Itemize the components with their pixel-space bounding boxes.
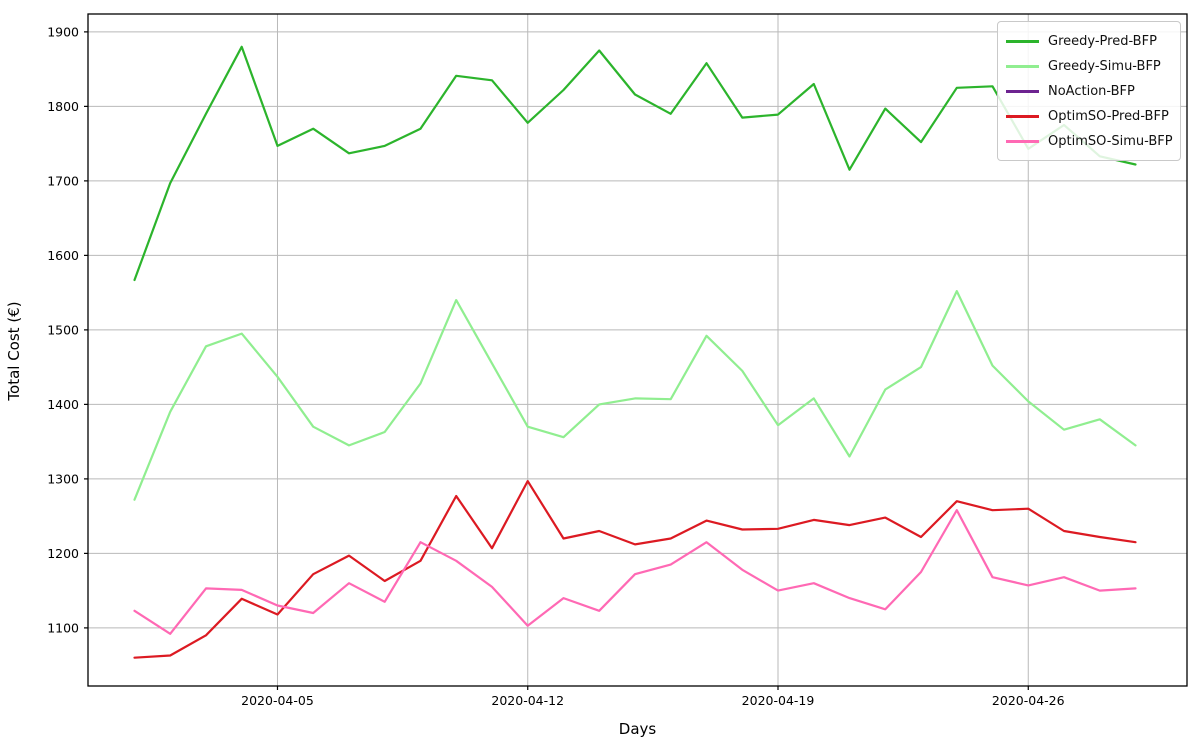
legend-swatch-icon xyxy=(1006,140,1039,143)
x-tick-label: 2020-04-12 xyxy=(491,693,564,708)
y-tick-label: 1700 xyxy=(47,173,79,188)
y-axis-label: Total Cost (€) xyxy=(5,301,23,401)
legend-swatch-icon xyxy=(1006,115,1039,118)
legend-item-optimso-simu-bfp: OptimSO-Simu-BFP xyxy=(1006,129,1173,154)
legend-swatch-icon xyxy=(1006,40,1039,43)
y-tick-label: 1500 xyxy=(47,322,79,337)
chart-legend: Greedy-Pred-BFP Greedy-Simu-BFP NoAction-B… xyxy=(997,21,1181,161)
legend-swatch-icon xyxy=(1006,90,1039,93)
x-tick-label: 2020-04-19 xyxy=(742,693,815,708)
y-tick-label: 1900 xyxy=(47,24,79,39)
legend-swatch-icon xyxy=(1006,65,1039,68)
x-tick-label: 2020-04-05 xyxy=(241,693,314,708)
legend-label: OptimSO-Simu-BFP xyxy=(1048,134,1173,149)
y-tick-label: 1600 xyxy=(47,248,79,263)
legend-label: Greedy-Simu-BFP xyxy=(1048,59,1161,74)
y-tick-label: 1100 xyxy=(47,620,79,635)
series-line-greedy-pred-bfp xyxy=(133,45,1137,282)
legend-item-greedy-simu-bfp: Greedy-Simu-BFP xyxy=(1006,54,1170,79)
axes-frame xyxy=(87,13,1188,687)
legend-label: NoAction-BFP xyxy=(1048,84,1135,99)
series-line-greedy-simu-bfp xyxy=(133,290,1137,501)
series-line-optimso-simu-bfp xyxy=(133,509,1137,635)
legend-label: Greedy-Pred-BFP xyxy=(1048,34,1157,49)
y-tick-label: 1200 xyxy=(47,546,79,561)
legend-item-optimso-pred-bfp: OptimSO-Pred-BFP xyxy=(1006,104,1170,129)
y-tick-label: 1800 xyxy=(47,99,79,114)
series-line-optimso-pred-bfp xyxy=(133,480,1137,659)
y-tick-label: 1400 xyxy=(47,397,79,412)
legend-item-noaction-bfp: NoAction-BFP xyxy=(1006,79,1170,104)
x-tick-label: 2020-04-26 xyxy=(992,693,1065,708)
y-tick-label: 1300 xyxy=(47,471,79,486)
legend-label: OptimSO-Pred-BFP xyxy=(1048,109,1169,124)
legend-item-greedy-pred-bfp: Greedy-Pred-BFP xyxy=(1006,29,1170,54)
x-axis-label: Days xyxy=(618,720,657,738)
